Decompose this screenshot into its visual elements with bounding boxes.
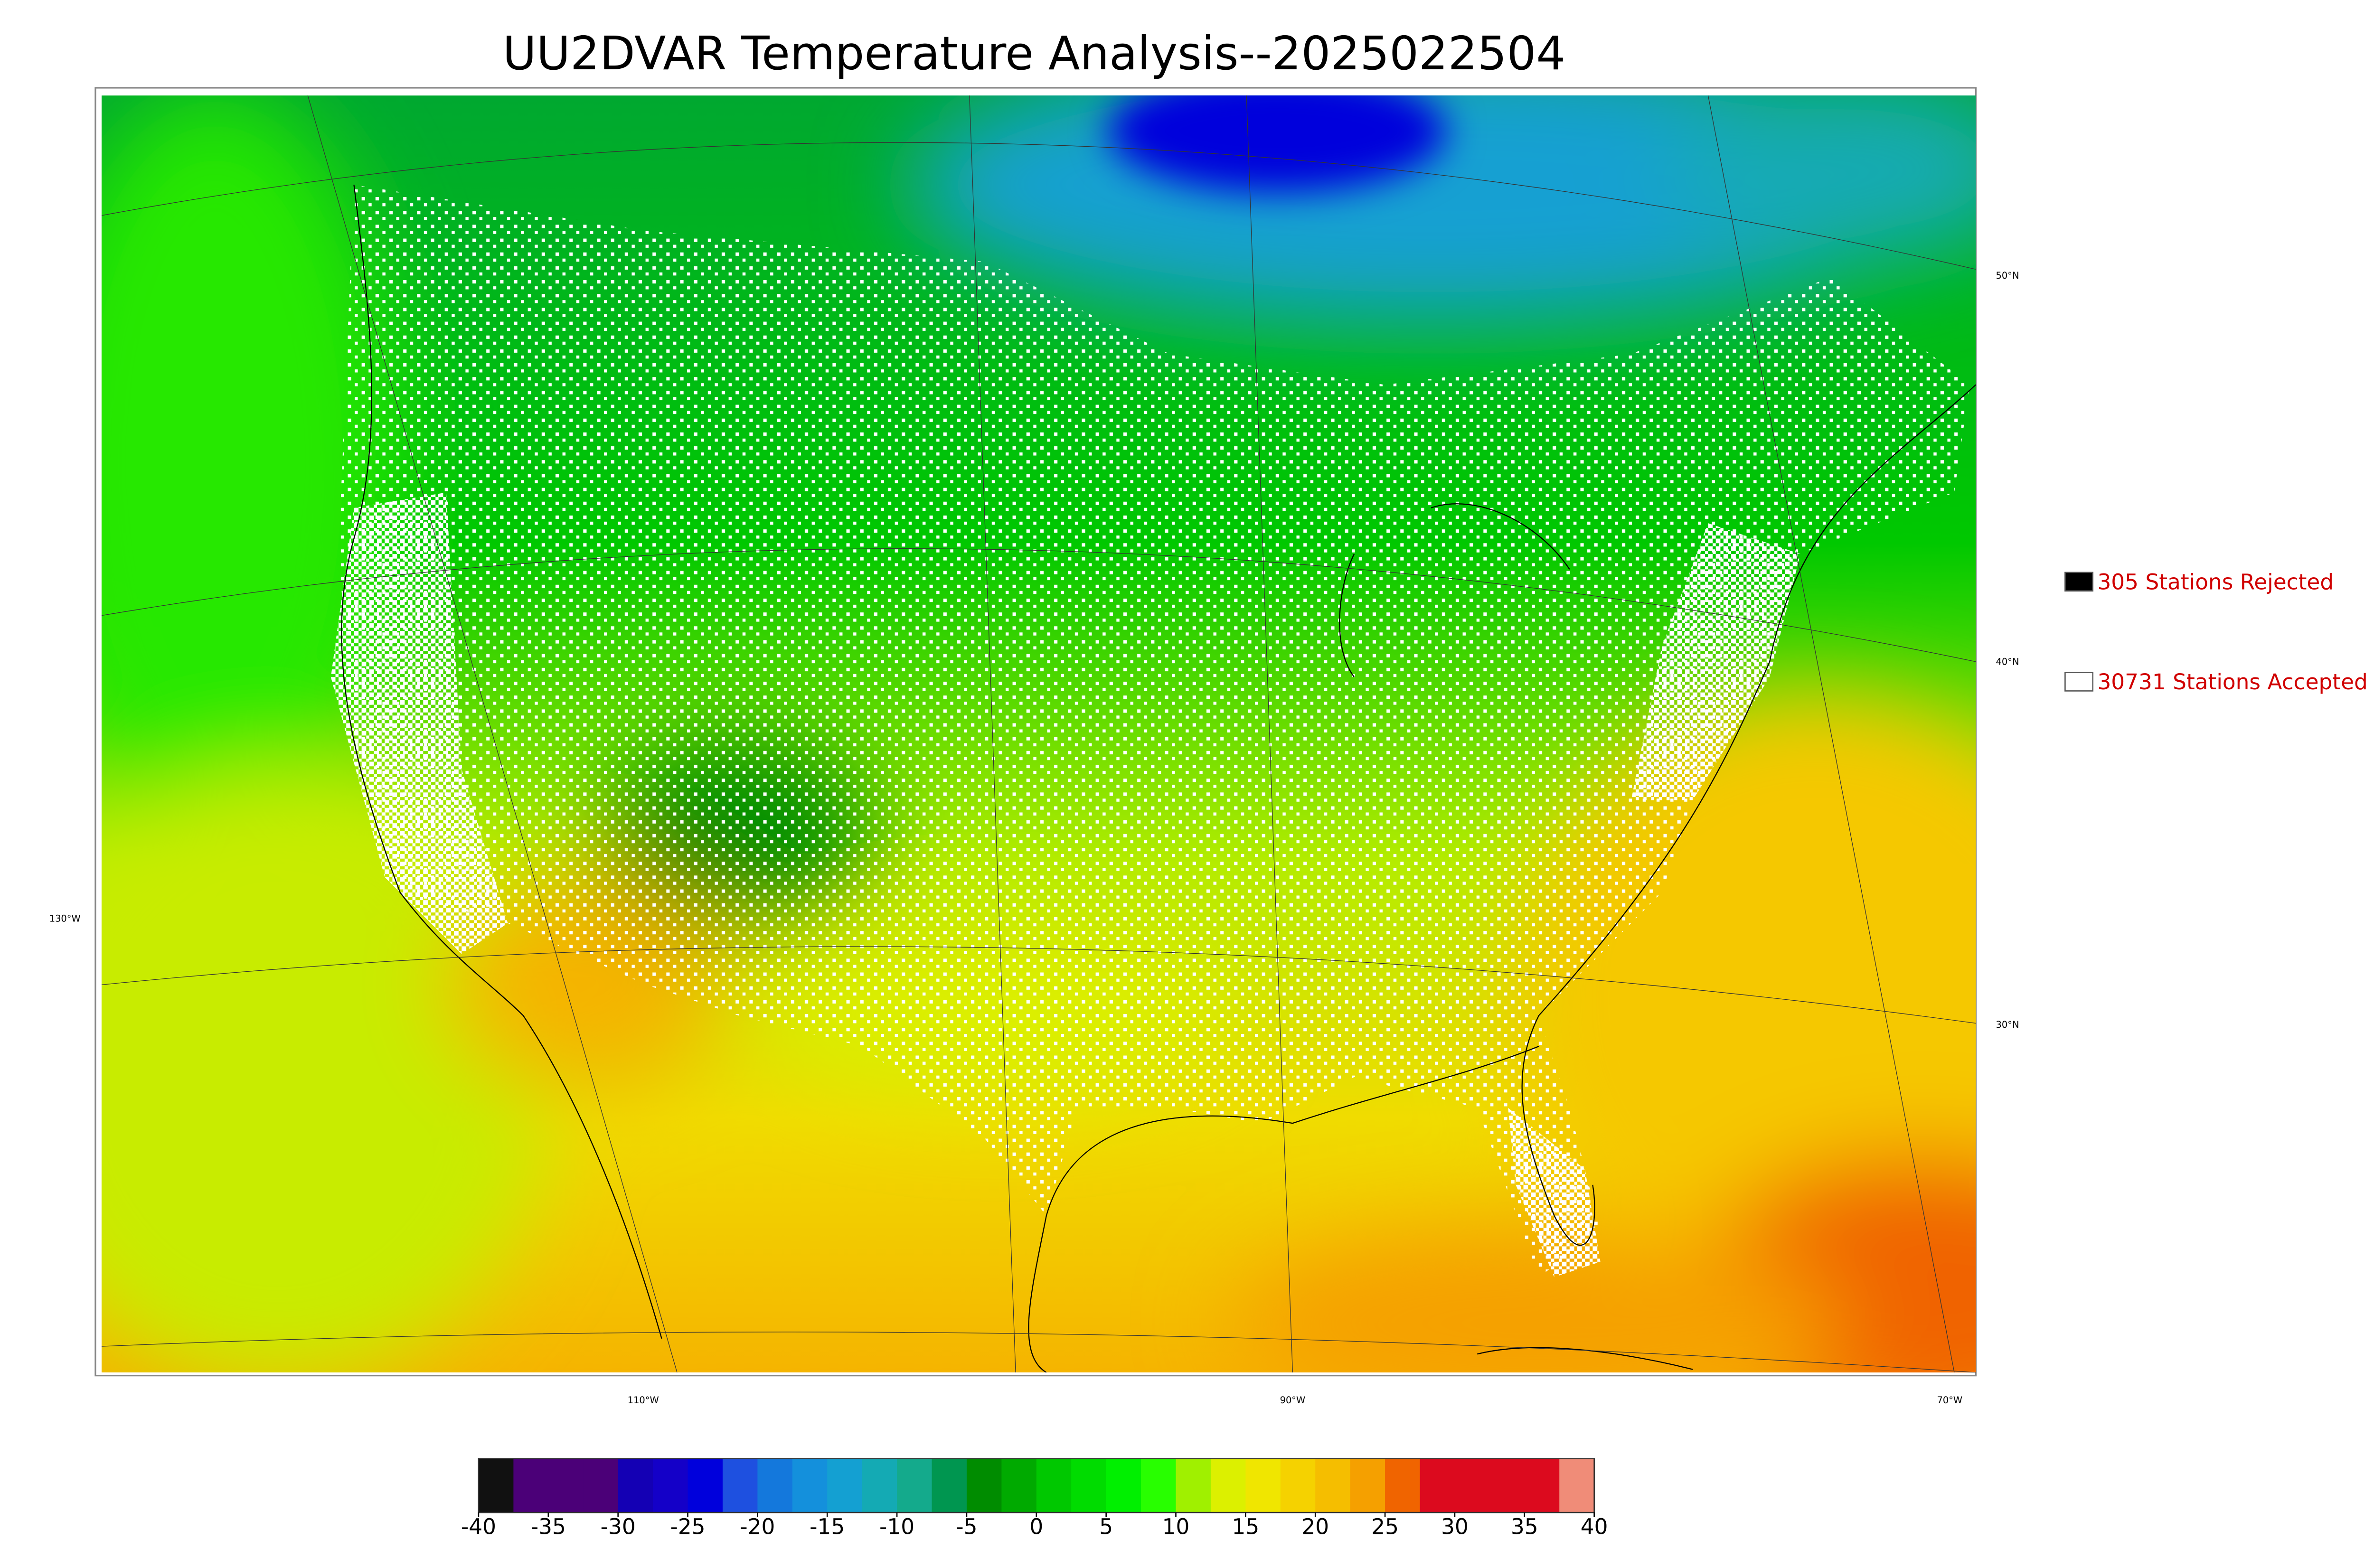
colorbar-band xyxy=(862,1458,898,1513)
colorbar-band xyxy=(1489,1458,1526,1513)
colorbar-band xyxy=(653,1458,689,1513)
colorbar-band xyxy=(1106,1458,1142,1513)
lat-label: 40°N xyxy=(1996,656,2019,667)
colorbar-band xyxy=(1420,1458,1456,1513)
colorbar-tick-label: 0 xyxy=(1029,1514,1043,1539)
colorbar-tick-label: 35 xyxy=(1511,1514,1538,1539)
graticule-labels: 50°N 40°N 30°N 130°W 110°W 90°W 70°W xyxy=(49,270,2019,1406)
colorbar-tick-label: 30 xyxy=(1441,1514,1469,1539)
lat-label: 30°N xyxy=(1996,1019,2019,1030)
colorbar-band xyxy=(757,1458,793,1513)
legend-marker xyxy=(2064,672,2094,692)
colorbar-band xyxy=(1245,1458,1281,1513)
colorbar-tick-label: 25 xyxy=(1371,1514,1399,1539)
lat-label: 130°W xyxy=(49,913,81,924)
colorbar-band xyxy=(827,1458,863,1513)
map-title: UU2DVAR Temperature Analysis--2025022504 xyxy=(503,27,1566,80)
legend-label: 30731 Stations Accepted xyxy=(2097,669,2367,695)
colorbar-band xyxy=(548,1458,584,1513)
colorbar-tick-label: 10 xyxy=(1162,1514,1190,1539)
colorbar-tick-label: 40 xyxy=(1581,1514,1608,1539)
coastlines xyxy=(341,184,1976,1373)
colorbar-band xyxy=(1036,1458,1072,1513)
temperature-field xyxy=(101,95,1976,1373)
colorbar-band xyxy=(478,1458,514,1513)
colorbar-band xyxy=(513,1458,549,1513)
colorbar-band xyxy=(1524,1458,1560,1513)
colorbar-band xyxy=(1350,1458,1386,1513)
lon-label: 70°W xyxy=(1937,1395,1962,1406)
lon-label: 110°W xyxy=(628,1395,659,1406)
colorbar-tick-label: -30 xyxy=(601,1514,636,1539)
legend-marker xyxy=(2064,572,2094,592)
colorbar-tick-label: -40 xyxy=(461,1514,496,1539)
colorbar-band xyxy=(932,1458,968,1513)
lon-label: 90°W xyxy=(1280,1395,1306,1406)
colorbar-band xyxy=(1141,1458,1177,1513)
colorbar-band xyxy=(897,1458,933,1513)
colorbar-band xyxy=(688,1458,724,1513)
colorbar-band xyxy=(1001,1458,1037,1513)
colorbar-tick-label: 15 xyxy=(1232,1514,1260,1539)
colorbar-band xyxy=(583,1458,619,1513)
colorbar-tick-label: -15 xyxy=(810,1514,845,1539)
colorbar-tick-label: -35 xyxy=(531,1514,566,1539)
colorbar-band xyxy=(1385,1458,1421,1513)
cold-core xyxy=(1108,95,1447,193)
colorbar-band xyxy=(1071,1458,1107,1513)
colorbar-band xyxy=(1176,1458,1212,1513)
graticule-lines xyxy=(101,95,1976,1373)
colorbar-band xyxy=(792,1458,828,1513)
colorbar-band xyxy=(1454,1458,1490,1513)
colorbar-band xyxy=(1280,1458,1316,1513)
lat-label: 50°N xyxy=(1996,270,2019,281)
colorbar-tick-label: -25 xyxy=(670,1514,705,1539)
colorbar-band xyxy=(1210,1458,1246,1513)
legend-label: 305 Stations Rejected xyxy=(2097,570,2334,595)
colorbar: -40 -35 -30 -25 -20 -15 -10 -5 0 5 10 15 20 25 30 35 40 xyxy=(461,1458,1608,1539)
colorbar-tick-label: -20 xyxy=(740,1514,775,1539)
colorbar-band xyxy=(722,1458,758,1513)
station-dots-dense xyxy=(1631,523,1800,800)
colorbar-tick-label: -10 xyxy=(879,1514,914,1539)
station-dots xyxy=(339,185,1970,1277)
colorbar-tick-label: 20 xyxy=(1301,1514,1329,1539)
colorbar-band xyxy=(1559,1458,1595,1513)
station-dots-dense xyxy=(330,492,508,954)
colorbar-band xyxy=(1315,1458,1351,1513)
colorbar-tick-label: 5 xyxy=(1099,1514,1113,1539)
colorbar-tick-label: -5 xyxy=(956,1514,977,1539)
legend: 305 Stations Rejected 30731 Stations Acce… xyxy=(2064,570,2368,695)
colorbar-band xyxy=(966,1458,1002,1513)
colorbar-band xyxy=(618,1458,654,1513)
